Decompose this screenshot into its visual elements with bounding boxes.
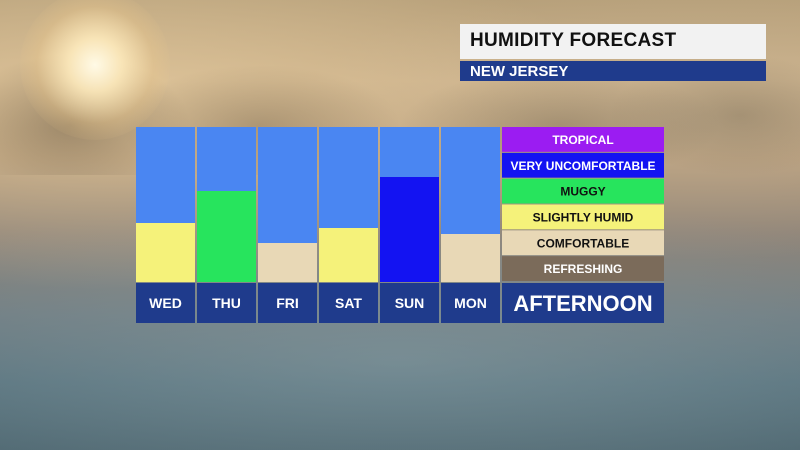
legend-swatch-slightly-humid (502, 204, 664, 230)
day-label-sun: SUN (395, 295, 425, 311)
day-label-mon: MON (454, 295, 487, 311)
legend-label-comfortable: COMFORTABLE (537, 236, 629, 250)
legend-swatch-muggy (502, 178, 664, 204)
bar-mon (441, 234, 500, 282)
bar-fri (258, 243, 317, 282)
chart-columns: WED THU FRI SAT SUN MON (136, 127, 500, 323)
bar-sun (380, 177, 439, 282)
day-label-bg-mon (441, 283, 500, 323)
day-label-bg-sun (380, 283, 439, 323)
legend-label-slightly-humid: SLIGHTLY HUMID (533, 210, 634, 224)
subtitle-box: NEW JERSEY (460, 61, 766, 81)
day-label-wed: WED (149, 295, 182, 311)
title-box: HUMIDITY FORECAST (460, 24, 766, 59)
day-label-bg-fri (258, 283, 317, 323)
page-title: HUMIDITY FORECAST (470, 30, 677, 51)
legend-label-refreshing: REFRESHING (544, 262, 623, 276)
day-label-bg-thu (197, 283, 256, 323)
day-label-sat: SAT (335, 295, 362, 311)
day-label-fri: FRI (276, 295, 299, 311)
legend-swatch-tropical (502, 127, 664, 152)
legend-label-muggy: MUGGY (560, 185, 605, 199)
legend-label-tropical: TROPICAL (552, 133, 613, 147)
bar-wed (136, 223, 195, 282)
day-label-bg-wed (136, 283, 195, 323)
bar-thu (197, 191, 256, 282)
legend-swatch-refreshing (502, 256, 664, 281)
panel-label: AFTERNOON (513, 291, 652, 316)
legend-swatch-comfortable (502, 230, 664, 256)
sun-glow (20, 0, 170, 140)
bar-sat (319, 228, 378, 282)
page-subtitle: NEW JERSEY (470, 63, 569, 80)
panel-label-bg (502, 283, 664, 323)
legend-swatch-very-uncomfortable (502, 152, 664, 178)
legend-label-very-uncomfortable: VERY UNCOMFORTABLE (510, 159, 655, 173)
legend: TROPICAL VERY UNCOMFORTABLE MUGGY SLIGHTLY … (502, 127, 664, 323)
day-label-bg-sat (319, 283, 378, 323)
day-label-thu: THU (212, 295, 241, 311)
